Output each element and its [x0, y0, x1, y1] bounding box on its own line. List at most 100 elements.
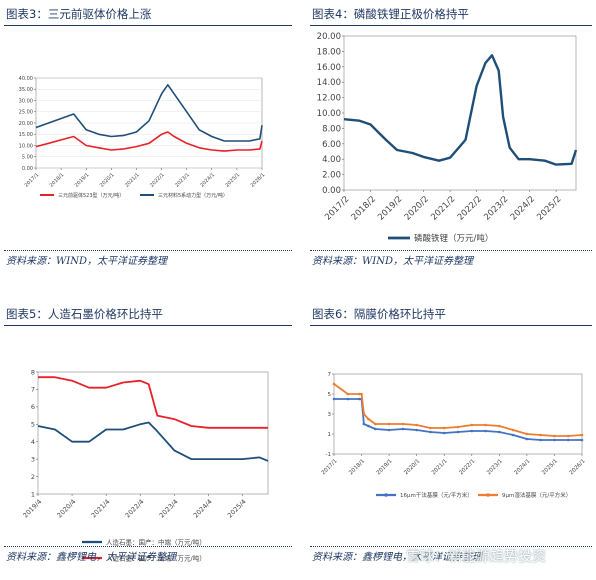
- panel-1-title: 图表3：三元前驱体价格上涨: [6, 7, 152, 21]
- series-1-point: [415, 428, 418, 432]
- series-1-point: [456, 430, 460, 434]
- x-tick-label: 2020/1: [403, 458, 421, 476]
- legend-label-2: 人造石墨：国产：高端（万元/吨）: [106, 553, 206, 562]
- x-tick-label: 2025/4: [226, 498, 248, 520]
- x-tick-label: 2021/1: [124, 172, 141, 189]
- series-1-point: [484, 429, 487, 433]
- series-1-point: [357, 397, 361, 401]
- series-1-point: [498, 430, 501, 434]
- series-2-point: [332, 382, 336, 386]
- series-2-point: [470, 423, 474, 427]
- plot-frame: [333, 373, 583, 455]
- legend-marker-2: [486, 493, 490, 497]
- series-2-point: [456, 425, 460, 429]
- series-2-point: [415, 423, 418, 427]
- x-tick-label: 2022/1: [149, 172, 166, 189]
- legend-marker-1: [384, 493, 388, 497]
- x-tick-label: 2017/1: [24, 172, 41, 189]
- series-1-point: [553, 438, 556, 442]
- series-2-point: [360, 392, 363, 396]
- x-tick-label: 2017/2: [323, 194, 351, 222]
- series-2-point: [442, 426, 446, 430]
- series-line-1: [334, 398, 582, 441]
- panel-3-source-rule: [4, 546, 292, 547]
- series-1-point: [525, 437, 529, 441]
- y-tick-label: 2: [31, 473, 35, 481]
- legend-label-2: 9μm湿法基膜（元/平方米）: [502, 491, 571, 499]
- panel-4: 图表6：隔膜价格环比持平 -1 1 3 5 7 2017/1 2018/1 2019/1 202…: [306, 300, 596, 575]
- panel-3-source: 资料来源：鑫椤锂电，太平洋证券整理: [6, 552, 176, 563]
- y-tick-label: 14.00: [317, 78, 341, 88]
- y-tick-label: 6: [31, 403, 35, 411]
- x-tick-label: 2025/1: [541, 458, 559, 476]
- chart-4: -1 1 3 5 7 2017/1 2018/1 2019/1 2020/1 2021/1 2022…: [321, 372, 587, 499]
- panel-1-source-rule: [4, 250, 292, 251]
- x-tick-label: 2025/2: [535, 194, 563, 222]
- panel-4-source: 资料来源：鑫椤锂电，太平洋证券整理: [312, 552, 482, 563]
- legend-label-2: 三元材料5系动力型（万元/吨）: [158, 192, 228, 199]
- series-1-point: [367, 424, 370, 428]
- legend-label-1: 磷酸铁锂（万元/吨）: [414, 233, 493, 244]
- series-line-1: [37, 421, 269, 462]
- panel-4-title-rule: [310, 325, 592, 326]
- x-tick-label: 2021/2: [429, 194, 457, 222]
- series-2-point: [539, 433, 542, 437]
- x-tick-label: 2021/4: [90, 498, 112, 520]
- x-tick-label: 2019/1: [74, 172, 91, 189]
- y-tick-label: 5: [31, 421, 35, 429]
- x-tick-label: 2023/2: [482, 194, 510, 222]
- y-tick-label: 40.00: [19, 76, 33, 82]
- y-tick-label: 20.00: [19, 121, 33, 127]
- series-1-point: [580, 438, 584, 442]
- panel-3: 图表5：人造石墨价格环比持平 1 2 3 4 5 6 7 8 2019/4 2020/4 2021/…: [0, 300, 298, 575]
- y-tick-label: 4.00: [322, 155, 341, 165]
- series-2-point: [566, 434, 570, 438]
- series-2-point: [357, 392, 361, 396]
- y-tick-label: 15.00: [19, 132, 33, 138]
- y-tick-label: 6.00: [322, 140, 341, 150]
- series-2-point: [401, 422, 405, 426]
- y-tick-label: 5: [328, 392, 332, 398]
- y-tick-label: 18.00: [317, 47, 341, 57]
- series-2-point: [387, 422, 391, 426]
- series-line-2: [38, 376, 268, 429]
- y-tick-label: 5.00: [22, 155, 33, 161]
- x-tick-label: 2019/1: [376, 458, 394, 476]
- x-tick-label: 2022/2: [456, 194, 484, 222]
- y-tick-label: 7: [31, 386, 35, 394]
- series-2-point: [367, 417, 370, 421]
- x-tick-label: 2026/1: [250, 172, 267, 189]
- y-tick-label: 10.00: [19, 143, 33, 149]
- y-tick-label: 16.00: [317, 63, 341, 73]
- series-1-point: [387, 428, 391, 432]
- series-1-point: [442, 431, 446, 435]
- y-tick-label: 10.00: [317, 109, 341, 119]
- series-2-point: [511, 428, 515, 432]
- x-tick-label: 2022/4: [124, 498, 146, 520]
- series-1-point: [362, 422, 366, 426]
- y-tick-label: 3: [328, 412, 332, 418]
- y-tick-label: 35.00: [19, 87, 33, 93]
- y-tick-label: 4: [31, 438, 35, 446]
- x-tick-label: 2023/1: [486, 458, 504, 476]
- series-line-1: [35, 131, 263, 152]
- y-tick-label: 1: [31, 490, 35, 498]
- y-tick-label: -1: [326, 452, 331, 458]
- series-line-1: [343, 54, 578, 166]
- watermark: 雪球：新能源趋势投资: [406, 549, 546, 565]
- series-1-point: [332, 397, 336, 401]
- panel-4-source-rule: [310, 546, 592, 547]
- x-tick-label: 2024/2: [509, 194, 537, 222]
- y-tick-label: 8: [31, 368, 35, 376]
- series-2-point: [525, 432, 529, 436]
- series-1-point: [511, 433, 515, 437]
- panel-2: 图表4：磷酸铁锂正极价格持平 0.00 2.00 4.00 6.00 8.00 10.00…: [306, 0, 596, 287]
- x-tick-label: 2017/1: [321, 458, 339, 476]
- x-tick-label: 2019/2: [376, 194, 404, 222]
- chart-2: 0.00 2.00 4.00 6.00 8.00 10.00 12.00 14.00 16.00…: [317, 32, 578, 244]
- x-tick-label: 2022/1: [458, 458, 476, 476]
- legend-label-1: 16μm干法基膜（元/平方米）: [400, 491, 473, 499]
- series-2-point: [429, 426, 432, 430]
- y-tick-label: 2.00: [322, 171, 341, 181]
- chart-3: 1 2 3 4 5 6 7 8 2019/4 2020/4 2021/4 2022/4 2023/4 20…: [21, 368, 269, 562]
